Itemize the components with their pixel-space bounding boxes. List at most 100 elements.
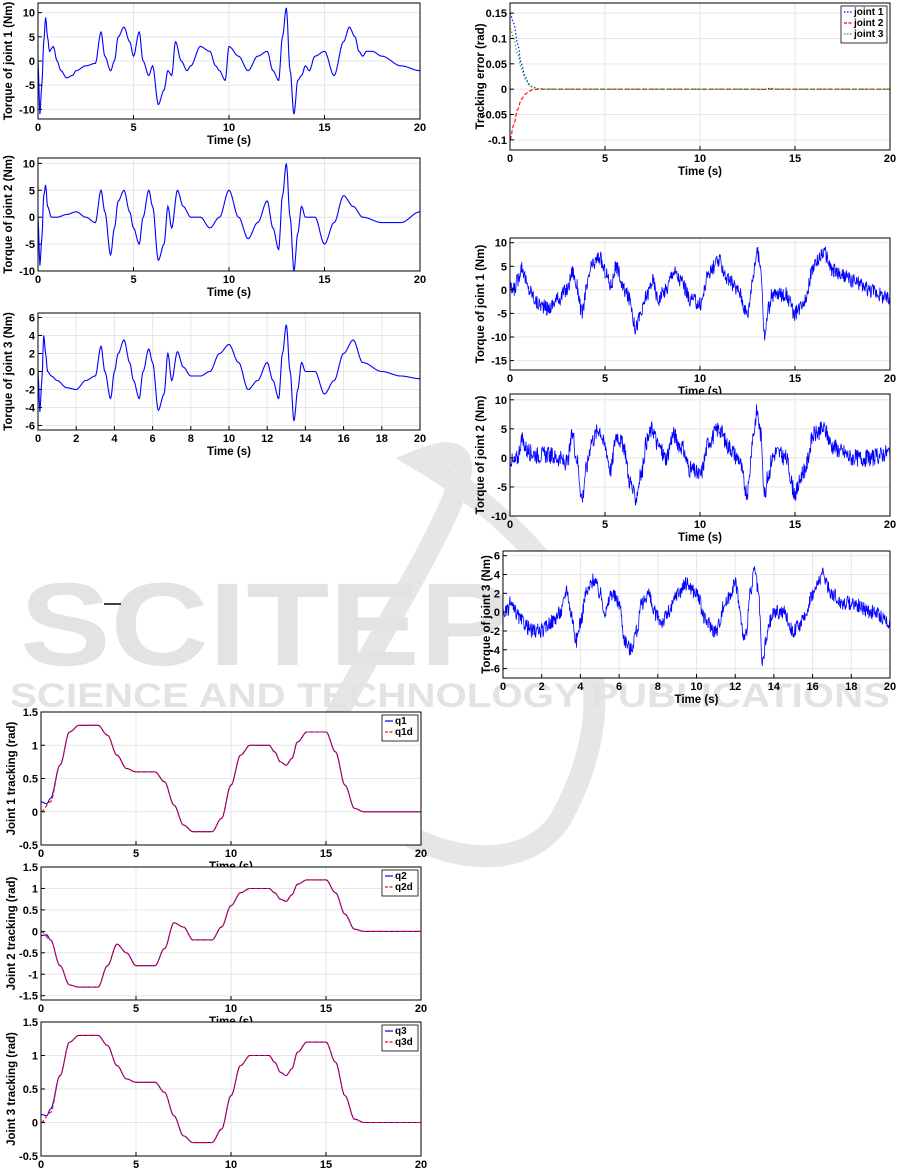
y-tick-label: -10: [491, 332, 507, 344]
x-tick-label: 0: [500, 681, 506, 693]
y-tick-label: -10: [19, 266, 35, 278]
x-tick-label: 0: [35, 274, 41, 286]
watermark-swoosh: [290, 442, 606, 868]
x-tick-label: 10: [690, 681, 702, 693]
legend-label: joint 2: [853, 18, 884, 29]
series-line: [38, 7, 420, 115]
x-tick-label: 0: [38, 848, 44, 860]
y-tick-label: 1: [32, 1051, 38, 1063]
y-tick-label: 10: [23, 158, 35, 170]
x-tick-label: 5: [133, 1003, 139, 1015]
y-tick-label: -5: [25, 239, 35, 251]
x-tick-label: 14: [299, 433, 312, 445]
series-line: [38, 324, 420, 422]
y-axis-label: Torque of joint 3 (Nm): [3, 312, 15, 431]
x-tick-label: 5: [133, 1159, 139, 1170]
y-tick-label: 0.15: [486, 8, 507, 20]
x-tick-label: 5: [602, 153, 608, 165]
legend-box: [840, 5, 888, 44]
y-tick-label: -5: [25, 80, 35, 92]
y-tick-label: 10: [495, 238, 507, 250]
y-tick-label: 1: [32, 740, 38, 752]
legend-box: [381, 714, 419, 742]
y-tick-label: -0.1: [488, 135, 507, 147]
y-tick-label: 0: [29, 212, 35, 224]
x-tick-label: 16: [337, 433, 349, 445]
x-axis-label: Time (s): [678, 532, 722, 544]
y-tick-label: -15: [491, 356, 507, 368]
x-axis-label: Time (s): [207, 446, 251, 458]
x-axis-label: Time (s): [207, 287, 251, 299]
y-tick-label: -0.5: [19, 1151, 38, 1163]
x-tick-label: 6: [616, 681, 622, 693]
legend-label: q1d: [395, 727, 413, 738]
x-tick-label: 14: [768, 681, 781, 693]
y-axis-label: Torque of joint 2 (Nm): [475, 396, 487, 515]
y-tick-label: -2: [25, 385, 35, 397]
x-tick-label: 6: [150, 433, 156, 445]
y-tick-label: -6: [25, 421, 35, 433]
series-line: [510, 246, 890, 341]
legend-label: q3d: [395, 1037, 413, 1048]
x-tick-label: 15: [318, 122, 330, 134]
y-tick-label: 2: [29, 349, 35, 361]
x-tick-label: 16: [806, 681, 818, 693]
chart-torque3-right: 0 2 4 6 8 10 12 14 16 18 20 -6 -4 -2 0 2 4 6 Time (s) Torqu…: [481, 550, 896, 706]
x-tick-label: 20: [415, 1159, 427, 1170]
series-line-joint-3: [510, 27, 890, 90]
x-tick-label: 15: [789, 373, 801, 385]
y-tick-label: 0: [32, 926, 38, 938]
x-tick-label: 0: [35, 433, 41, 445]
y-tick-label: 0: [494, 607, 500, 619]
y-tick-label: -0.5: [19, 948, 38, 960]
x-tick-label: 12: [261, 433, 273, 445]
y-tick-label: 0: [32, 807, 38, 819]
x-tick-label: 10: [694, 373, 706, 385]
y-tick-label: 0: [29, 56, 35, 68]
legend-label: q2d: [395, 882, 413, 893]
x-tick-label: 20: [414, 433, 426, 445]
legend-label: q1: [395, 716, 407, 727]
x-tick-label: 5: [130, 274, 136, 286]
legend-label: q3: [395, 1026, 407, 1037]
x-tick-label: 5: [602, 519, 608, 531]
y-tick-label: 0: [29, 367, 35, 379]
x-axis-label: Time (s): [675, 694, 719, 706]
legend-label: q2: [395, 871, 407, 882]
y-axis-label: Joint 1 tracking (rad): [6, 721, 18, 835]
y-tick-label: 0: [501, 285, 507, 297]
x-tick-label: 0: [38, 1159, 44, 1170]
x-tick-label: 8: [655, 681, 661, 693]
x-tick-label: 15: [320, 1159, 332, 1170]
legend-box: [381, 1024, 419, 1052]
x-tick-label: 0: [507, 153, 513, 165]
y-axis-label: Torque of joint 3 (Nm): [481, 555, 493, 674]
x-tick-label: 0: [507, 519, 513, 531]
x-tick-label: 10: [694, 519, 706, 531]
x-tick-label: 0: [35, 122, 41, 134]
x-tick-label: 5: [130, 122, 136, 134]
y-tick-label: -5: [497, 308, 507, 320]
x-tick-label: 20: [884, 153, 896, 165]
x-axis-label: Time (s): [207, 135, 251, 147]
x-tick-label: 10: [225, 1003, 237, 1015]
x-tick-label: 5: [133, 848, 139, 860]
x-tick-label: 20: [884, 373, 896, 385]
x-tick-label: 15: [320, 848, 332, 860]
y-tick-label: 1: [32, 883, 38, 895]
y-tick-label: 10: [23, 8, 35, 20]
legend-label: joint 1: [853, 7, 884, 18]
watermark-subtitle: SCIENCE AND TECHNOLOGY PUBLICATIONS: [10, 677, 890, 715]
